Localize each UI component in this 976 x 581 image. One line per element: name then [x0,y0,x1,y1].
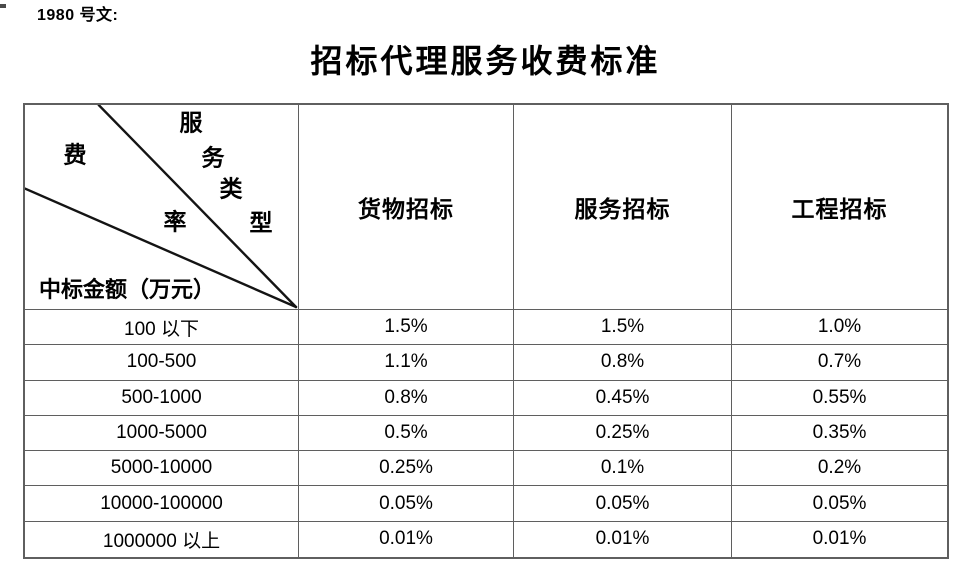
corner-amount-axis-label: 中标金额（万元） [39,277,216,302]
rate-cell-service: 0.45% [514,380,732,416]
column-header-service-tender: 服务招标 [514,105,732,310]
amount-range-cell: 1000-5000 [25,415,299,452]
page-title: 招标代理服务收费标准 [310,43,661,79]
rate-cell-service: 0.25% [514,415,732,452]
amount-range-cell: 100-500 [25,345,299,381]
corner-fee-rate-char-2: 率 [163,209,187,235]
rate-cell-engineering: 0.55% [732,381,947,416]
amount-range-cell: 1000000 以上 [25,521,299,557]
fee-schedule-table: 服 务 类 型 费 率 中标金额（万元） 货物招标 服务招标 工程招标 100 … [23,103,949,559]
rate-cell-engineering: 0.2% [732,451,947,487]
rate-cell-goods: 1.1% [299,345,514,381]
rate-cell-goods: 0.25% [299,451,514,487]
column-header-goods-tender: 货物招标 [299,105,514,310]
corner-diagonal-lines [25,105,298,309]
rate-cell-engineering: 1.0% [732,310,947,346]
rate-cell-service: 0.1% [514,451,732,487]
rate-cell-goods: 0.8% [299,380,514,416]
rate-cell-goods: 0.01% [299,521,514,557]
rate-cell-engineering: 0.01% [812,528,867,550]
rate-cell-engineering: 0.7% [732,345,947,381]
scan-artifact-mark [0,4,6,8]
corner-service-type-char-2: 务 [201,145,225,171]
rate-cell-goods: 0.5% [299,415,514,452]
amount-range-cell: 5000-10000 [25,451,299,487]
rate-cell-service: 0.05% [514,486,732,522]
rate-cell-service: 1.5% [514,310,732,346]
rate-cell-service: 0.8% [514,345,732,381]
column-header-engineering-tender: 工程招标 [732,105,947,310]
rate-cell-goods: 1.5% [299,310,514,346]
corner-service-type-char-1: 服 [179,110,203,136]
rate-cell-engineering: 0.05% [732,486,947,522]
rate-cell-service: 0.01% [514,521,732,557]
amount-range-cell: 10000-100000 [25,486,299,522]
rate-cell-engineering: 0.35% [732,416,947,452]
corner-fee-rate-char-1: 费 [63,142,87,168]
corner-service-type-char-3: 类 [219,176,243,202]
amount-range-cell: 100 以下 [25,310,299,346]
amount-range-cell: 500-1000 [25,380,299,416]
rate-cell-goods: 0.05% [299,486,514,522]
table-corner-cell: 服 务 类 型 费 率 中标金额（万元） [25,105,299,310]
document-number-label: 1980 号文: [37,7,119,24]
corner-service-type-char-4: 型 [249,210,273,236]
